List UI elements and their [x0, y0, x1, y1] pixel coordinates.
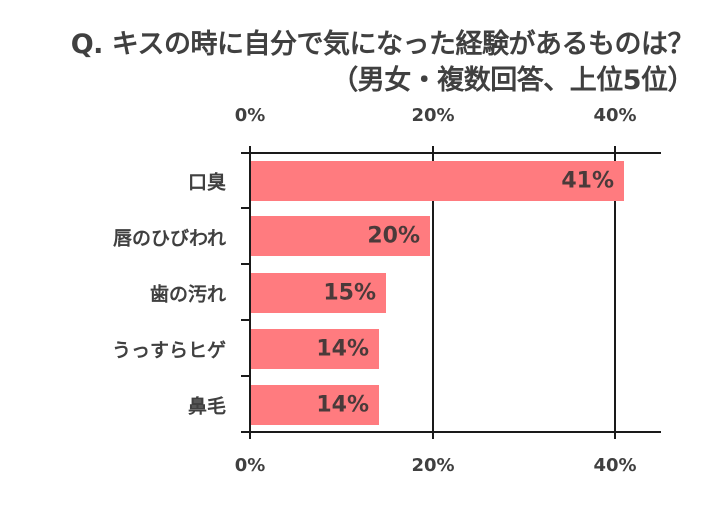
bar-value-label: 41% [561, 168, 614, 194]
bar-nose-hair: 14% [251, 385, 379, 425]
category-tick [241, 375, 250, 377]
bar-value-label: 14% [316, 336, 369, 362]
category-tick [241, 319, 250, 321]
bar-bad-breath: 41% [251, 161, 624, 201]
top-axis-label-40: 40% [593, 105, 637, 126]
category-label-tooth-stains: 歯の汚れ [149, 283, 226, 306]
bar-chapped-lips: 20% [251, 216, 430, 256]
category-label-light-stubble: うっすらヒゲ [111, 339, 226, 362]
bar-light-stubble: 14% [251, 329, 379, 369]
category-label-bad-breath: 口臭 [187, 171, 226, 194]
bar-value-label: 20% [367, 223, 420, 249]
category-label-nose-hair: 鼻毛 [187, 395, 226, 418]
bottom-axis-label-40: 40% [593, 455, 637, 476]
top-axis-line [241, 152, 661, 154]
bar-value-label: 14% [316, 392, 369, 418]
category-tick [241, 207, 250, 209]
category-label-chapped-lips: 唇のひびわれ [112, 227, 226, 250]
top-axis-label-0: 0% [234, 105, 266, 126]
gridline-20 [432, 146, 434, 439]
chart-title-line1: Q. キスの時に自分で気になった経験があるものは？ [70, 29, 695, 60]
bar-value-label: 15% [323, 280, 376, 306]
chart-title-line2: （男女・複数回答、上位5位） [331, 65, 694, 96]
gridline-0 [249, 146, 251, 439]
top-axis-label-20: 20% [411, 105, 455, 126]
bottom-axis-label-0: 0% [234, 455, 266, 476]
bar-tooth-stains: 15% [251, 273, 386, 313]
bottom-axis-label-20: 20% [411, 455, 455, 476]
gridline-40 [614, 146, 616, 439]
bottom-axis-line [241, 431, 661, 433]
category-tick [241, 263, 250, 265]
